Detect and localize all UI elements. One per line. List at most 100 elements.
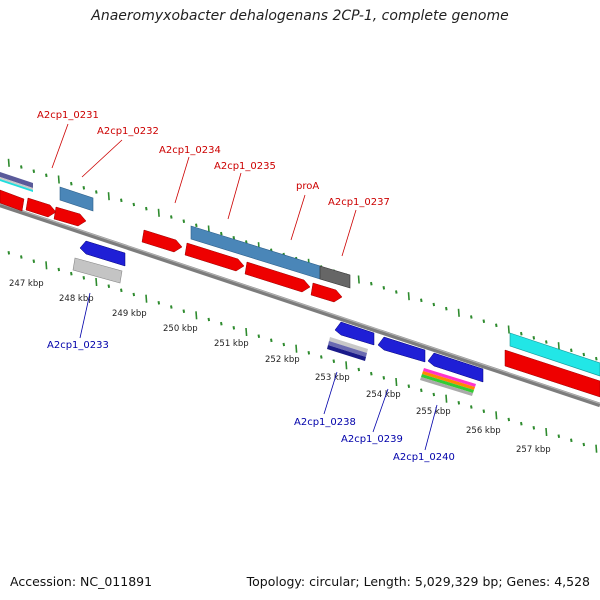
map-title: Anaeromyxobacter dehalogenans 2CP-1, com… — [91, 8, 509, 24]
label-proa[interactable]: proA — [296, 181, 319, 192]
label-a2cp1-0237[interactable]: A2cp1_0237 — [328, 197, 390, 208]
inner-tick-track — [7, 251, 598, 453]
label-a2cp1-0240[interactable]: A2cp1_0240 — [393, 452, 455, 463]
cds-cyan[interactable] — [509, 332, 600, 377]
leader-a2cp1-0233 — [79, 292, 91, 339]
cds-blue-4[interactable] — [427, 352, 484, 383]
inner-major-tick — [545, 427, 548, 437]
outer-minor-tick — [532, 336, 536, 340]
label-a2cp1-0235[interactable]: A2cp1_0235 — [214, 161, 276, 172]
inner-minor-tick — [382, 376, 386, 380]
outer-minor-tick — [382, 286, 386, 290]
inner-minor-tick — [332, 359, 336, 363]
reverse-strand — [72, 240, 484, 396]
label-a2cp1-0234[interactable]: A2cp1_0234 — [159, 145, 221, 156]
cds-red-1[interactable] — [0, 189, 25, 212]
outer-minor-tick — [495, 323, 498, 328]
cds-edge-stack[interactable] — [0, 172, 33, 192]
outer-major-tick — [57, 175, 60, 184]
leader-a2cp1-0234 — [174, 156, 190, 204]
cds-red-right[interactable] — [504, 349, 600, 398]
inner-minor-tick — [32, 259, 36, 263]
inner-major-tick — [445, 394, 448, 403]
label-a2cp1-0231[interactable]: A2cp1_0231 — [37, 110, 99, 121]
cds-a2cp1-0238-stack[interactable] — [327, 337, 368, 361]
outer-minor-tick — [82, 186, 86, 190]
inner-minor-tick — [482, 409, 486, 413]
outer-major-tick — [557, 342, 560, 351]
label-a2cp1-0233[interactable]: A2cp1_0233 — [47, 340, 109, 351]
outer-minor-tick — [395, 290, 398, 294]
outer-major-tick — [7, 158, 10, 167]
tick-label-251: 251 kbp — [214, 339, 249, 349]
outer-minor-tick — [482, 319, 486, 323]
inner-major-tick — [45, 261, 48, 270]
genome-summary-text: Topology: circular; Length: 5,029,329 bp… — [246, 574, 590, 589]
outer-minor-tick — [95, 190, 98, 194]
inner-minor-tick — [132, 292, 136, 297]
inner-minor-tick — [582, 442, 586, 447]
inner-major-tick — [145, 294, 148, 303]
outer-minor-tick — [420, 298, 423, 303]
cds-red-4[interactable] — [141, 229, 183, 253]
inner-minor-tick — [157, 301, 161, 305]
scale-labels: 247 kbp 248 kbp 249 kbp 250 kbp 251 kbp … — [9, 279, 551, 455]
inner-minor-tick — [182, 309, 186, 313]
inner-major-tick — [295, 344, 298, 353]
tick-label-254: 254 kbp — [366, 390, 401, 400]
inner-major-tick — [495, 411, 498, 420]
outer-major-tick — [107, 192, 110, 201]
outer-minor-tick — [132, 202, 136, 207]
inner-minor-tick — [520, 421, 523, 426]
cds-a2cp1-0240-stack[interactable] — [420, 368, 476, 396]
outer-minor-tick — [32, 169, 36, 173]
outer-minor-tick — [120, 198, 123, 203]
cds-a2cp1-0232-box[interactable] — [59, 186, 94, 212]
outer-minor-tick — [232, 236, 236, 240]
tick-label-256: 256 kbp — [466, 426, 501, 436]
cds-grey[interactable] — [319, 265, 351, 289]
inner-minor-tick — [232, 326, 236, 330]
inner-major-tick — [345, 361, 348, 370]
cds-blue-1[interactable] — [79, 240, 126, 267]
outer-minor-tick — [20, 165, 23, 169]
leader-a2cp1-0235 — [227, 172, 242, 220]
inner-minor-tick — [120, 288, 123, 293]
forward-strand — [0, 172, 600, 398]
cds-red-7[interactable] — [310, 282, 343, 303]
inner-minor-tick — [320, 355, 323, 359]
outer-major-tick — [157, 208, 160, 217]
cds-red-5[interactable] — [184, 242, 245, 272]
genome-backbone — [0, 202, 600, 408]
inner-minor-tick — [20, 255, 23, 259]
cds-red-6[interactable] — [244, 261, 311, 293]
cds-blue-2[interactable] — [334, 321, 375, 346]
outer-minor-tick — [70, 181, 73, 186]
inner-major-tick — [595, 444, 598, 453]
cds-red-3[interactable] — [53, 206, 87, 227]
inner-minor-tick — [557, 434, 561, 438]
inner-minor-tick — [220, 321, 223, 326]
outer-minor-tick — [220, 231, 223, 236]
outer-minor-tick — [432, 302, 436, 307]
cds-a2cp1-0233-box[interactable] — [72, 257, 123, 284]
outer-minor-tick — [370, 281, 373, 286]
inner-major-tick — [245, 327, 248, 337]
inner-major-tick — [95, 277, 98, 287]
label-a2cp1-0232[interactable]: A2cp1_0232 — [97, 126, 159, 137]
label-a2cp1-0238[interactable]: A2cp1_0238 — [294, 417, 356, 428]
inner-minor-tick — [457, 401, 461, 405]
cds-red-2[interactable] — [25, 197, 57, 218]
tick-label-257: 257 kbp — [516, 445, 551, 455]
outer-major-tick — [407, 292, 410, 301]
label-a2cp1-0239[interactable]: A2cp1_0239 — [341, 434, 403, 445]
inner-minor-tick — [570, 438, 573, 443]
inner-minor-tick — [70, 271, 73, 276]
inner-minor-tick — [57, 267, 61, 272]
outer-major-tick — [357, 275, 360, 284]
leader-a2cp1-0237 — [341, 209, 357, 257]
tick-label-247: 247 kbp — [9, 279, 44, 289]
cds-blue-3[interactable] — [377, 336, 426, 363]
outer-minor-tick — [445, 306, 448, 311]
outer-major-tick — [457, 308, 460, 317]
